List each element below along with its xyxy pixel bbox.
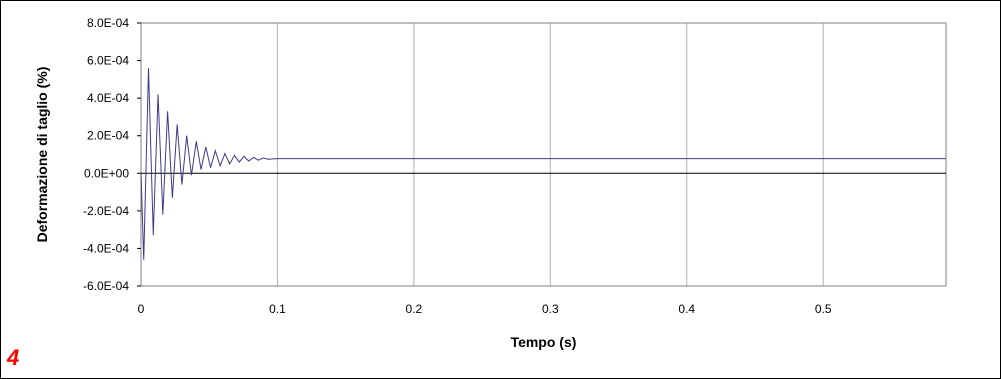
y-tick-label: -6.0E-04	[83, 279, 129, 293]
panel-label: 4	[7, 345, 20, 370]
y-tick-label: 4.0E-04	[87, 91, 129, 105]
y-tick-label: -4.0E-04	[83, 241, 129, 255]
x-tick-label: 0.1	[269, 302, 286, 316]
y-tick-label: 8.0E-04	[87, 16, 129, 30]
x-tick-label: 0.2	[406, 302, 423, 316]
y-tick-label: -2.0E-04	[83, 204, 129, 218]
grid-lines	[276, 23, 824, 286]
y-tick-label: 0.0E+00	[84, 166, 129, 180]
x-axis-title: Tempo (s)	[511, 334, 577, 350]
x-tick-label: 0.4	[678, 302, 695, 316]
y-tick-label: 6.0E-04	[87, 54, 129, 68]
x-tick-label: 0.5	[815, 302, 832, 316]
x-tick-label: 0	[138, 302, 145, 316]
series-line-shear-strain	[140, 68, 946, 260]
x-tick-label: 0.3	[542, 302, 559, 316]
y-axis-title: Deformazione di taglio (%)	[34, 67, 50, 243]
x-tick-labels: 0 0.1 0.2 0.3 0.4 0.5	[138, 302, 832, 316]
y-tick-label: 2.0E-04	[87, 129, 129, 143]
y-tick-labels: -6.0E-04 -4.0E-04 -2.0E-04 0.0E+00 2.0E-04 4.…	[83, 16, 141, 293]
plot-area	[140, 22, 947, 287]
